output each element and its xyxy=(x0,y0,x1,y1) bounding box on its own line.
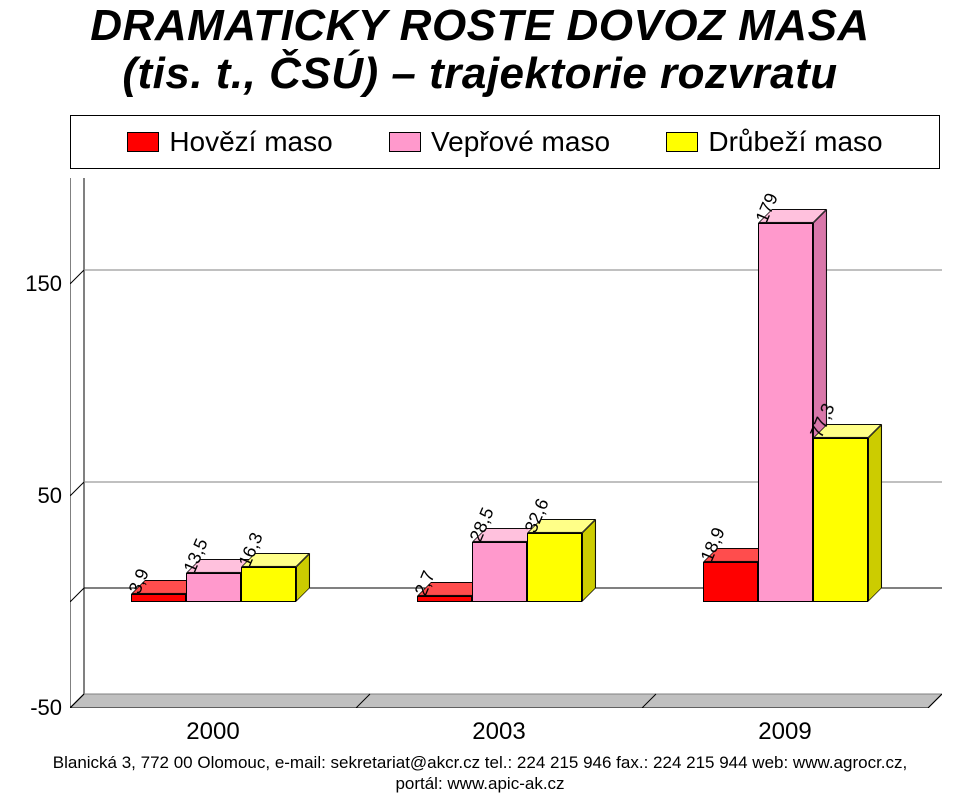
legend-swatch-1 xyxy=(127,132,159,152)
ytick-label: -50 xyxy=(30,695,70,721)
xcat-label: 2000 xyxy=(186,718,239,746)
bar xyxy=(186,573,241,602)
bar xyxy=(472,542,527,602)
bar xyxy=(813,438,868,602)
chart-title: DRAMATICKY ROSTE DOVOZ MASA (tis. t., ČS… xyxy=(10,2,950,99)
legend-label-3: Drůbeží maso xyxy=(708,126,882,158)
bar xyxy=(241,567,296,602)
legend-label-1: Hovězí maso xyxy=(169,126,332,158)
slide-footer: Blanická 3, 772 00 Olomouc, e-mail: sekr… xyxy=(0,752,960,795)
footer-line1: Blanická 3, 772 00 Olomouc, e-mail: sekr… xyxy=(53,753,907,772)
chart-plot-area: -50501502000200320093,913,516,32,728,532… xyxy=(70,178,942,708)
legend-swatch-3 xyxy=(666,132,698,152)
chart-legend: Hovězí maso Vepřové maso Drůbeží maso xyxy=(70,115,940,169)
ytick-label: 150 xyxy=(25,271,70,297)
bar xyxy=(758,223,813,602)
ytick-label: 50 xyxy=(38,483,70,509)
legend-label-2: Vepřové maso xyxy=(431,126,610,158)
bar xyxy=(527,533,582,602)
xcat-label: 2003 xyxy=(472,718,525,746)
xcat-label: 2009 xyxy=(758,718,811,746)
footer-line2: portál: www.apic-ak.cz xyxy=(395,774,564,793)
legend-item-hovezi: Hovězí maso xyxy=(127,126,332,158)
title-line2: (tis. t., ČSÚ) – trajektorie rozvratu xyxy=(10,50,950,98)
legend-item-veprove: Vepřové maso xyxy=(389,126,610,158)
bar xyxy=(703,562,758,602)
legend-item-drubezi: Drůbeží maso xyxy=(666,126,882,158)
legend-swatch-2 xyxy=(389,132,421,152)
title-line1: DRAMATICKY ROSTE DOVOZ MASA xyxy=(90,1,869,50)
